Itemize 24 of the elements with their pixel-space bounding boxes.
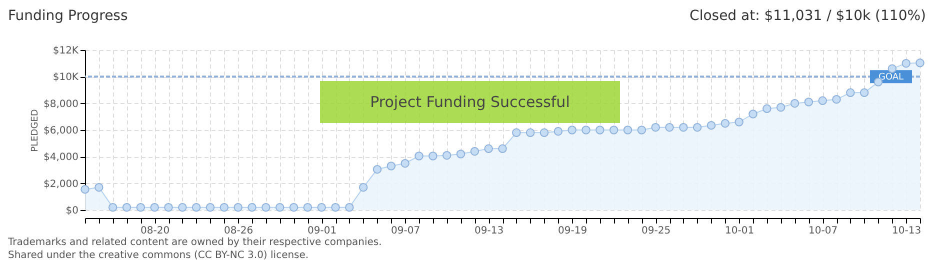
x-tick-label: 09-25 [642,226,671,236]
x-tick-label: 09-19 [558,226,588,236]
y-tick-label: $0 [66,206,78,216]
text: Shared under the creative commons (CC BY-NC 3.0) license. [8,249,310,262]
y-tick-label: $12K [52,46,79,56]
x-tick-label: 10-01 [725,226,754,236]
y-axis-title: PLEDGED [30,109,41,152]
x-tick-label: 10-13 [892,226,922,236]
y-tick-label: $8,000 [44,98,78,110]
x-tick-label: 10-07 [808,226,838,236]
x-tick-label: 09-01 [308,226,337,236]
chart-title: Funding Progress [8,8,128,24]
x-tick-label: 08-26 [224,226,254,236]
x-tick-label: 08-20 [140,226,170,236]
x-tick-label: 09-07 [391,226,420,236]
y-tick-label: $6,000 [44,126,78,136]
x-tick-label: 09-13 [474,226,504,236]
chart-subtitle: Closed at: $11,031 / $10k (110%) [690,8,926,24]
y-tick-label: $4,000 [44,152,78,164]
banner: Project Funding Successful [320,81,620,123]
y-tick-label: $2,000 [44,178,78,190]
text: Trademarks and related content are owned by their respective companies. [8,236,382,249]
y-tick-label: $10K [52,72,79,84]
ref-line-label: GOAL [878,72,904,83]
